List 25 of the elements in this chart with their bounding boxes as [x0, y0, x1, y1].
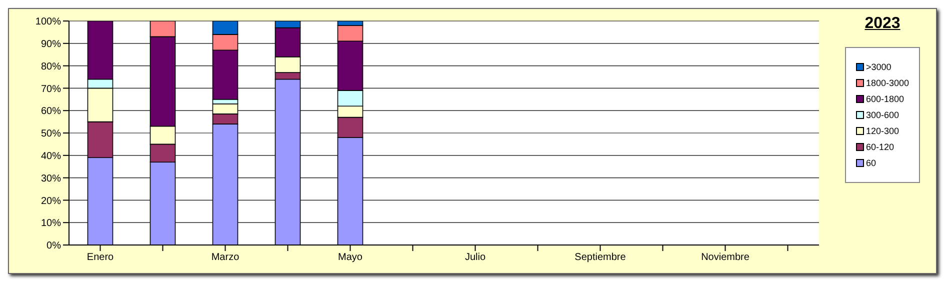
legend-label: 300-600	[866, 110, 899, 120]
legend-label: 60	[866, 158, 876, 168]
legend-label: 600-1800	[866, 94, 904, 104]
legend-label: 1800-3000	[866, 78, 910, 88]
y-tick-label: 60%	[40, 106, 62, 118]
legend-label: >3000	[866, 62, 892, 72]
y-tick-label: 80%	[40, 61, 62, 72]
y-tick-label: 20%	[40, 196, 62, 207]
legend-label: 120-300	[866, 126, 899, 136]
y-tick-label: 50%	[40, 128, 62, 140]
y-tick-label: 0%	[46, 240, 62, 252]
y-tick-label: 100%	[35, 16, 62, 28]
x-tick-label: Marzo	[211, 252, 240, 264]
x-tick-label: Septiembre	[574, 252, 626, 264]
y-tick-label: 90%	[40, 38, 62, 50]
x-tick-label: Enero	[86, 252, 114, 264]
x-tick-label: Julio	[464, 252, 486, 264]
y-tick-label: 70%	[40, 84, 62, 95]
y-tick-label: 30%	[40, 173, 62, 184]
x-tick-label: Mayo	[338, 252, 363, 264]
legend-label: 60-120	[866, 142, 894, 152]
x-tick-label: Noviembre	[701, 252, 750, 264]
y-tick-label: 10%	[40, 218, 62, 230]
text: 2023	[864, 15, 900, 33]
y-tick-label: 40%	[40, 150, 62, 162]
